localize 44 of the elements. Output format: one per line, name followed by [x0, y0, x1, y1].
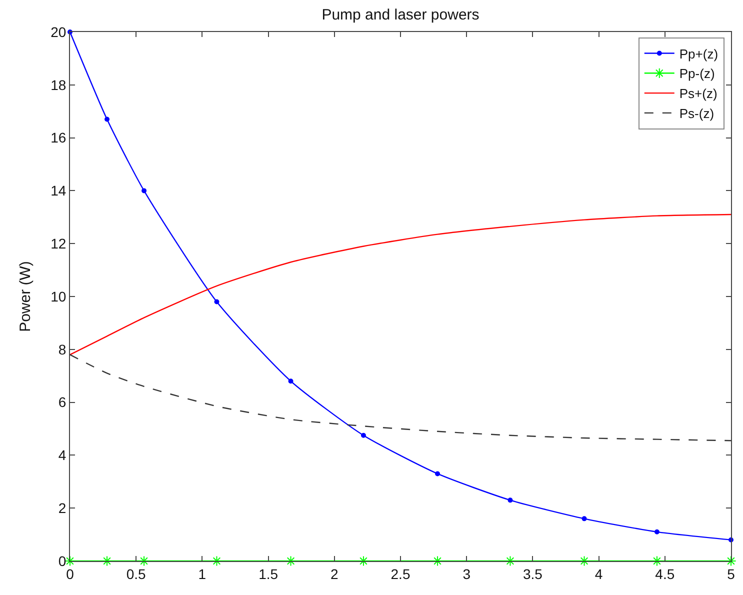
point	[582, 516, 587, 522]
point	[104, 116, 110, 122]
x-tick-label: 0.5	[126, 566, 146, 582]
x-tick-label: 3	[462, 566, 471, 582]
x-tick-label: 2	[330, 566, 338, 582]
legend-label: Ps-(z)	[679, 106, 714, 122]
y-tick-label: 18	[50, 76, 66, 93]
legend-label: Ps+(z)	[679, 86, 718, 102]
y-axis-title: Power (W)	[17, 261, 34, 332]
point	[138, 556, 150, 566]
legend-label: Pp+(z)	[679, 46, 718, 62]
y-tick-label: 4	[58, 447, 66, 464]
point	[435, 471, 440, 476]
x-tick-label: 4.5	[655, 566, 675, 582]
y-tick-label: 12	[50, 236, 66, 252]
x-tick-label: 1	[198, 566, 206, 582]
point	[358, 556, 369, 566]
y-tick-label: 16	[50, 130, 66, 146]
point	[508, 498, 513, 503]
y-tick-label: 8	[58, 341, 66, 358]
legend-label: Pp-(z)	[679, 66, 715, 82]
point	[432, 556, 443, 566]
point	[726, 556, 736, 566]
chart-title: Pump and laser powers	[322, 6, 480, 24]
y-tick-label: 10	[50, 288, 66, 304]
point	[142, 188, 147, 194]
point	[214, 299, 220, 304]
point	[288, 378, 294, 384]
point	[652, 556, 662, 566]
point	[360, 432, 366, 438]
x-tick-label: 5	[727, 566, 736, 582]
line-series	[70, 354, 731, 442]
y-tick-label: 0	[58, 552, 66, 569]
point	[654, 529, 660, 534]
y-tick-label: 2	[58, 500, 66, 516]
y-tick-label: 14	[50, 182, 66, 199]
point	[102, 556, 112, 566]
x-tick-label: 2.5	[390, 566, 410, 582]
y-tick-label: 6	[58, 394, 66, 410]
y-tick-label: 20	[50, 24, 66, 40]
x-tick-label: 4	[594, 566, 603, 582]
line-series	[70, 214, 731, 356]
x-tick-label: 3.5	[522, 566, 543, 582]
x-tick-label: 1.5	[258, 566, 278, 582]
